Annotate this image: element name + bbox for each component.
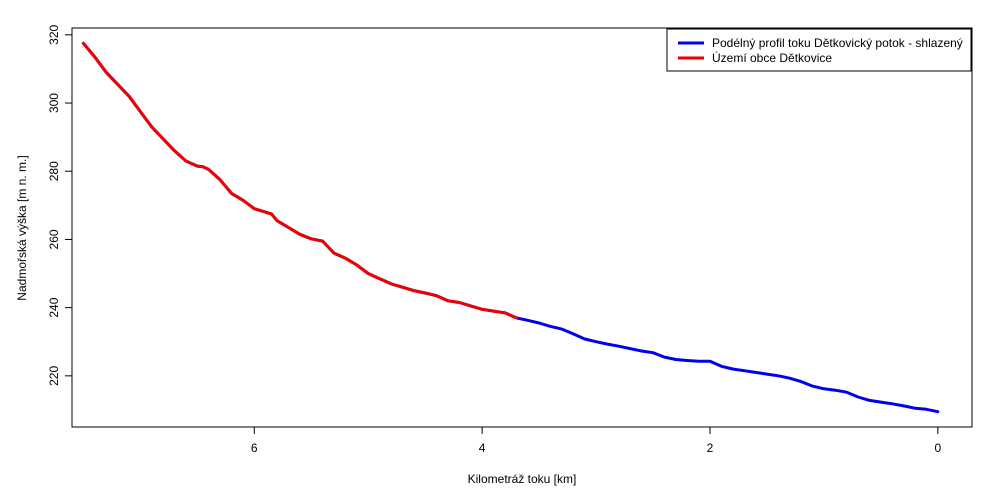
y-tick-label: 240: [47, 297, 61, 317]
x-tick-label: 2: [707, 441, 714, 455]
y-axis: 220 240 260 280 300 320: [47, 24, 72, 386]
x-tick-label: 0: [934, 441, 941, 455]
plot-lines: [81, 41, 940, 414]
y-tick-label: 320: [47, 24, 61, 44]
y-axis-title: Nadmořská výška [m n. m.]: [15, 155, 29, 300]
legend: Podélný profil toku Dětkovický potok - s…: [666, 28, 972, 72]
series-line-1: [81, 41, 518, 320]
x-axis: 6 4 2 0: [251, 427, 941, 455]
x-tick-label: 4: [479, 441, 486, 455]
legend-label-municipality: Území obce Dětkovice: [712, 50, 832, 65]
y-tick-label: 260: [47, 229, 61, 249]
y-tick-label: 300: [47, 93, 61, 113]
y-tick-label: 220: [47, 366, 61, 386]
plot-frame: [71, 27, 973, 428]
x-tick-label: 6: [251, 441, 258, 455]
legend-label-profile: Podélný profil toku Dětkovický potok - s…: [712, 36, 963, 50]
legend-box: [666, 28, 972, 72]
x-axis-title: Kilometráž toku [km]: [468, 472, 577, 486]
y-tick-label: 280: [47, 161, 61, 181]
